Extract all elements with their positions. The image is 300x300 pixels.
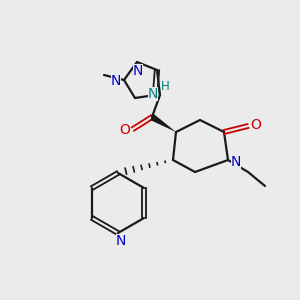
Text: N: N <box>116 234 126 248</box>
Text: N: N <box>231 155 241 169</box>
Text: H: H <box>160 80 169 94</box>
Text: N: N <box>111 74 121 88</box>
Polygon shape <box>150 114 176 132</box>
Text: N: N <box>148 87 158 101</box>
Text: N: N <box>133 64 143 78</box>
Text: O: O <box>120 123 130 137</box>
Text: O: O <box>250 118 261 132</box>
